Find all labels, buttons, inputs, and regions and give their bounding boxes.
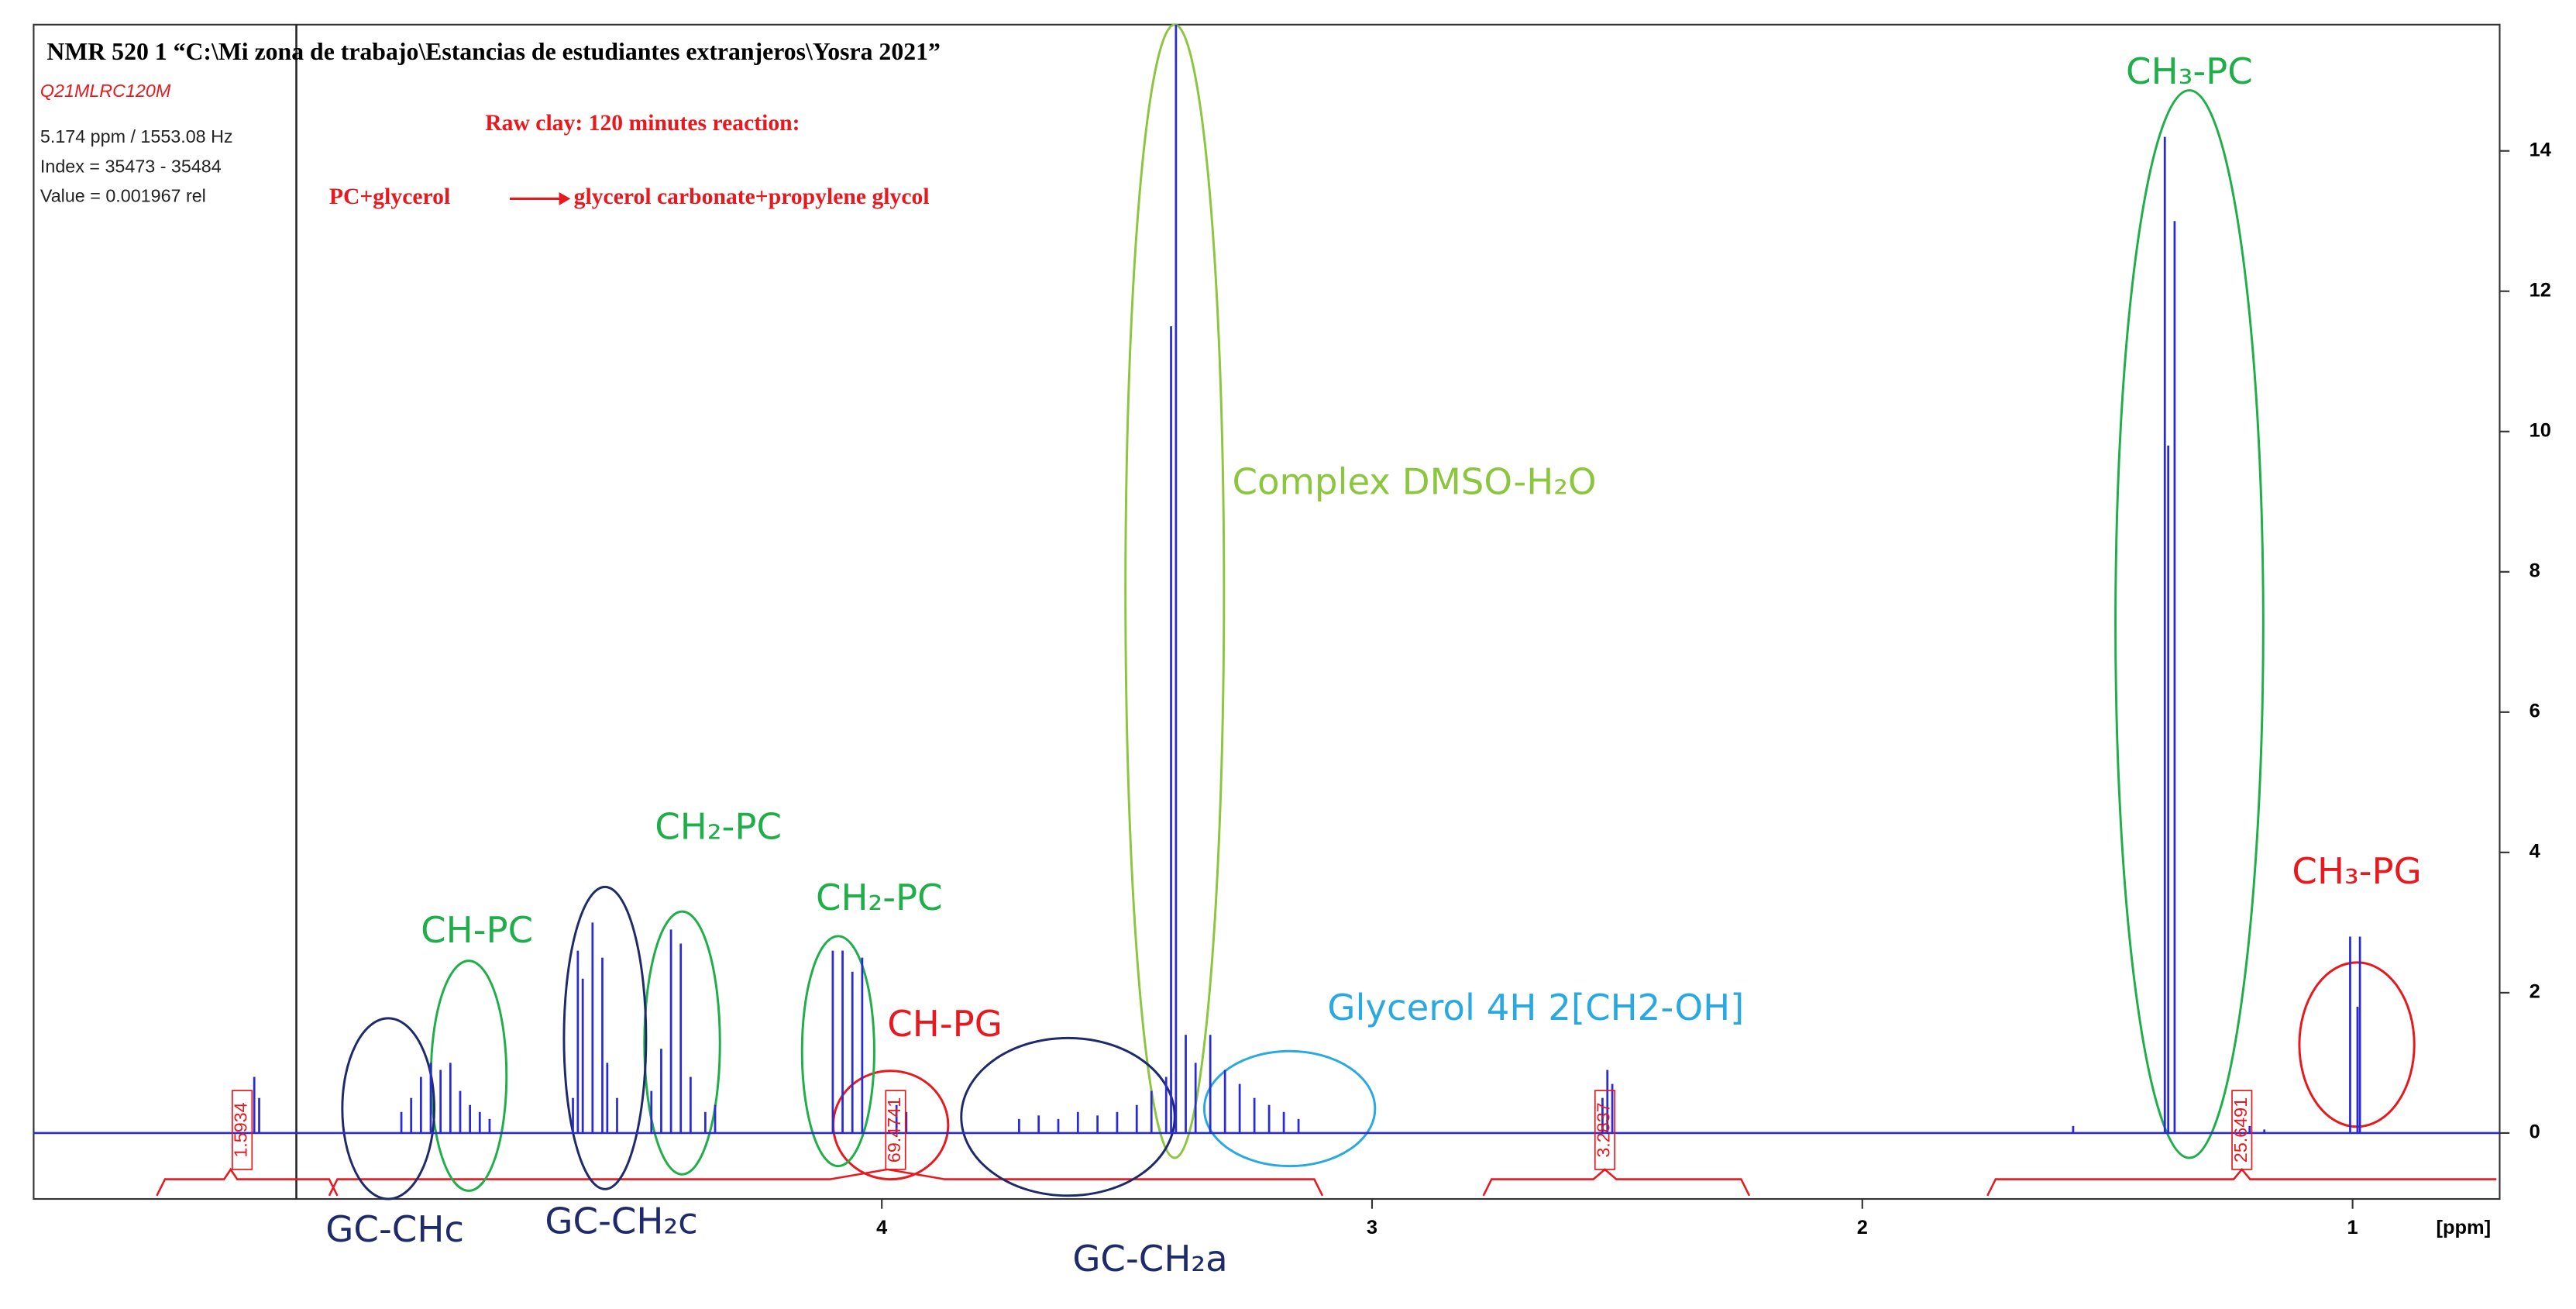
annotation: GC-CHc <box>325 1208 464 1250</box>
info-line: 5.174 ppm / 1553.08 Hz <box>40 126 233 146</box>
annotation: CH₂-PC <box>816 877 943 918</box>
integral-box <box>232 1090 253 1170</box>
annotation: CH₂-PC <box>655 806 782 848</box>
annotation: CH-PC <box>421 909 533 951</box>
annotation: CH₃-PG <box>2292 850 2421 892</box>
ellipse <box>562 885 648 1190</box>
integral-label: 25.6491 <box>2230 1097 2251 1163</box>
reaction-arrowhead <box>559 191 571 205</box>
y-tick-label: 12 <box>2530 279 2551 301</box>
integral-box <box>1594 1090 1616 1170</box>
chart-title: NMR 520 1 “C:\Mi zona de trabajo\Estanci… <box>46 38 940 65</box>
reaction-right: glycerol carbonate+propylene glycol <box>574 184 930 209</box>
ellipse <box>1124 23 1226 1159</box>
ellipse <box>341 1017 436 1200</box>
ellipse <box>2114 89 2265 1159</box>
annotation: Glycerol 4H 2[CH2-OH] <box>1327 987 1744 1028</box>
ellipse <box>960 1036 1176 1197</box>
annotation: GC-CH₂a <box>1072 1238 1227 1280</box>
reaction-left: PC+glycerol <box>329 184 450 209</box>
plot-frame <box>33 23 2501 1200</box>
y-tick-label: 6 <box>2530 701 2540 722</box>
ellipse <box>800 935 875 1168</box>
reaction-title: Raw clay: 120 minutes reaction: <box>485 111 800 136</box>
y-tick-label: 4 <box>2530 841 2540 863</box>
y-tick-label: 0 <box>2530 1121 2540 1143</box>
annotation: CH-PG <box>887 1003 1003 1045</box>
integral-label: 3.2837 <box>1594 1102 1614 1157</box>
x-tick-label: 1 <box>2347 1217 2358 1238</box>
x-tick-label: 4 <box>876 1217 887 1238</box>
y-tick-label: 8 <box>2530 560 2540 582</box>
integral-box <box>885 1090 906 1170</box>
info-name: Q21MLRC120M <box>40 81 171 101</box>
annotation: Complex DMSO-H₂O <box>1232 461 1596 503</box>
y-tick-label: 14 <box>2530 139 2551 160</box>
info-line: Index = 35473 - 35484 <box>40 156 222 176</box>
x-tick-label: 3 <box>1367 1217 1377 1238</box>
ellipse <box>1202 1049 1377 1168</box>
integral-label: 69.4741 <box>884 1097 904 1163</box>
y-tick-label: 10 <box>2530 419 2551 441</box>
x-axis-label: [ppm] <box>2437 1217 2492 1238</box>
info-line: Value = 0.001967 rel <box>40 185 206 205</box>
x-tick-label: 2 <box>1857 1217 1868 1238</box>
annotation: GC-CH₂c <box>545 1200 697 1242</box>
y-tick-label: 2 <box>2530 981 2540 1003</box>
integral-box <box>2231 1090 2253 1170</box>
annotation: CH₃-PC <box>2126 50 2253 92</box>
integral-label: 1.5934 <box>231 1102 251 1157</box>
ellipse <box>643 910 721 1176</box>
